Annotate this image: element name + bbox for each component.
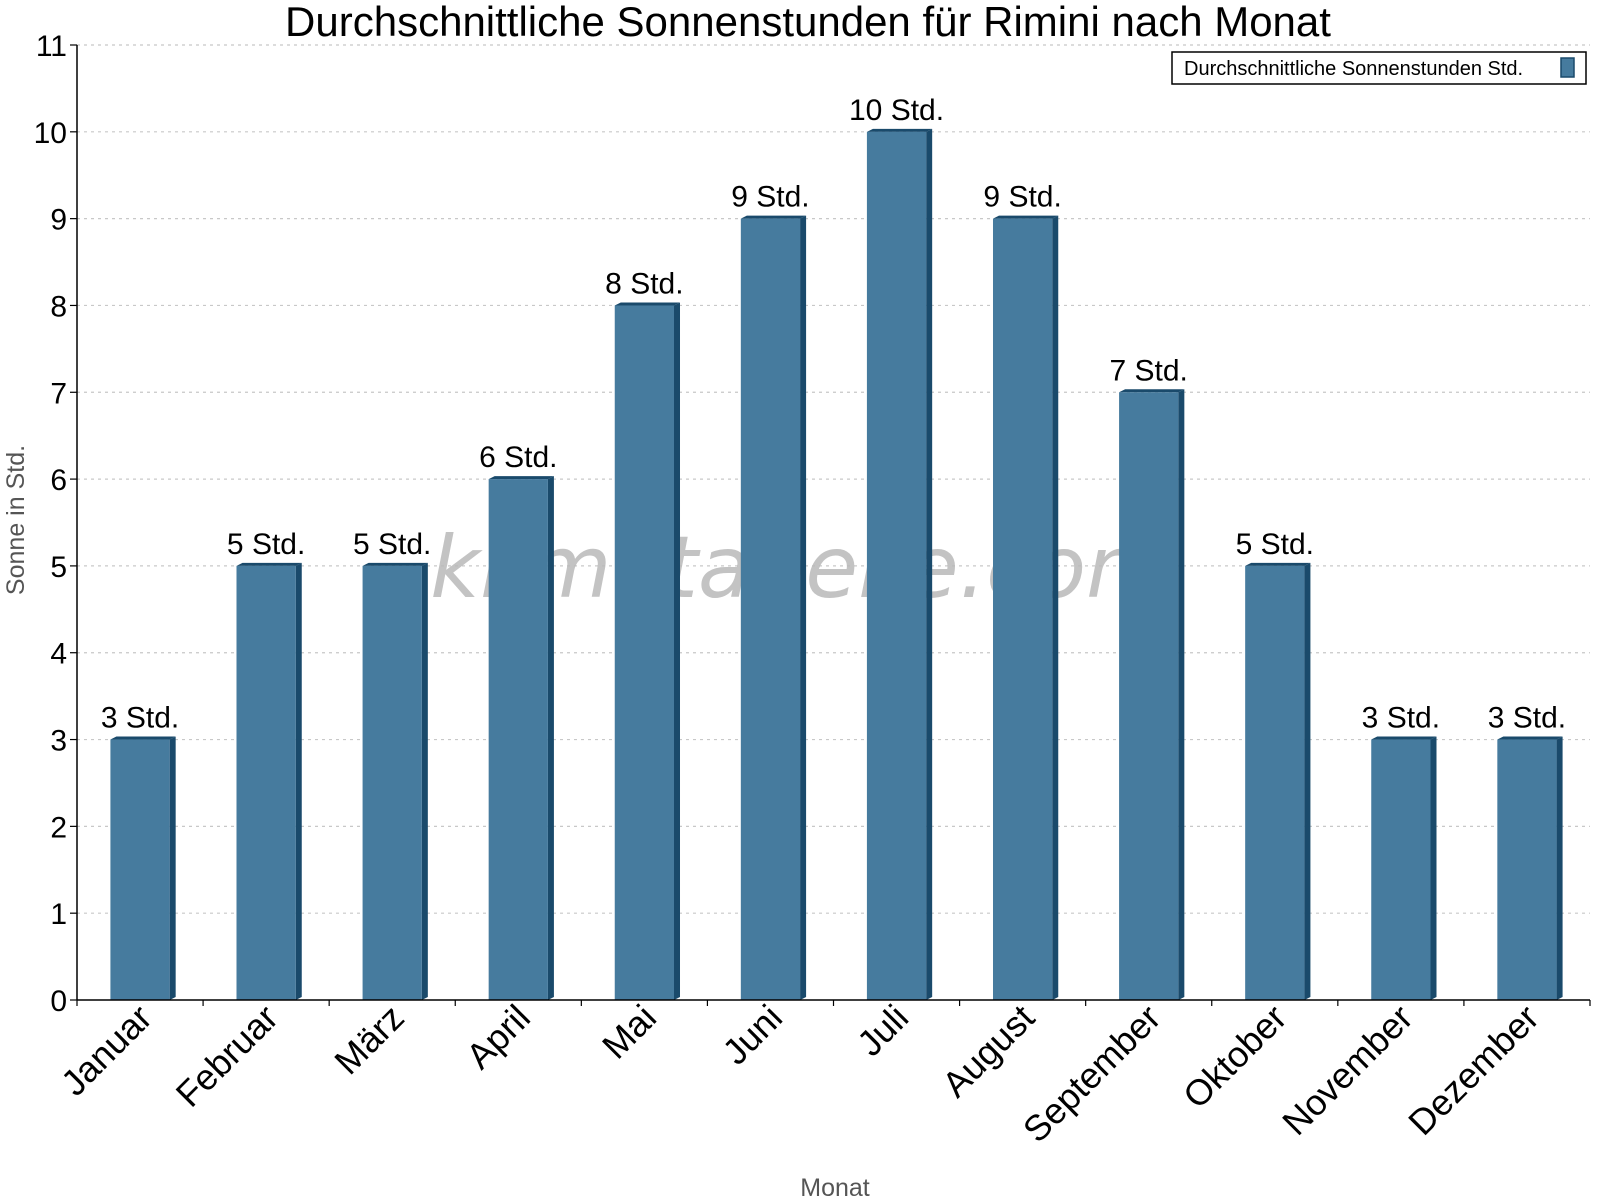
bar-top [1119, 389, 1185, 393]
data-label: 3 Std. [1362, 702, 1440, 735]
grid-lines [77, 44, 1590, 914]
y-tick-label: 8 [50, 290, 67, 323]
x-tick-label: April [458, 997, 538, 1077]
bar [110, 739, 170, 1000]
bar [488, 479, 548, 1000]
bar-side [547, 476, 554, 1000]
data-labels: 3 Std. 5 Std. 5 Std. 6 Std. 8 Std. 9 Std. 10 S… [101, 94, 1566, 735]
x-tick-label: Dezember [1400, 997, 1546, 1143]
bar-side [674, 302, 681, 1000]
y-tick-label: 2 [50, 811, 67, 844]
data-label: 10 Std. [849, 94, 944, 127]
legend-label: Durchschnittliche Sonnenstunden Std. [1184, 58, 1523, 80]
x-tick-label: November [1274, 997, 1420, 1143]
data-label: 5 Std. [227, 528, 305, 561]
bar-top [866, 128, 933, 132]
x-tick-label: März [326, 997, 412, 1083]
bar-side [1556, 736, 1563, 1000]
bar-side [1304, 562, 1311, 1000]
x-tick-label: Januar [53, 997, 160, 1104]
x-tick-label: September [1015, 997, 1169, 1151]
bar [1497, 739, 1557, 1000]
bar-top [362, 562, 428, 566]
bar-top [614, 302, 681, 306]
x-tick-label: Oktober [1175, 997, 1295, 1117]
bar [866, 131, 927, 1000]
bar-top [488, 476, 554, 480]
x-tick-label: Juni [714, 997, 790, 1073]
y-tick-label: 4 [50, 638, 67, 671]
data-label: 9 Std. [983, 181, 1061, 214]
data-label: 3 Std. [101, 702, 179, 735]
legend: Durchschnittliche Sonnenstunden Std. [1171, 51, 1587, 85]
bar-side [1052, 215, 1059, 1001]
y-tick-label: 10 [34, 117, 67, 150]
legend-box [1171, 51, 1587, 85]
y-tick-label: 9 [50, 204, 67, 237]
chart-title: Durchschnittliche Sonnenstunden für Rimi… [285, 0, 1331, 45]
y-tick-label: 6 [50, 464, 67, 497]
y-tick-label: 5 [50, 551, 67, 584]
bar-side [1430, 736, 1437, 1000]
bar-top [992, 215, 1059, 219]
x-axis-label: Monat [800, 1174, 870, 1200]
y-tick-label: 1 [50, 898, 67, 931]
bar-side [1178, 389, 1185, 1001]
bar-top [1497, 736, 1563, 740]
x-tick-label: Mai [594, 997, 664, 1067]
data-label: 3 Std. [1488, 702, 1566, 735]
bar [614, 305, 675, 1000]
legend-swatch [1560, 57, 1575, 78]
bar [236, 565, 296, 1000]
bar [362, 565, 422, 1000]
x-tick-label: Februar [168, 997, 286, 1115]
data-label: 7 Std. [1110, 354, 1188, 387]
bar [1371, 739, 1431, 1000]
bar [992, 218, 1053, 1001]
bar-top [740, 215, 807, 219]
data-label: 9 Std. [731, 181, 809, 214]
bar-side [169, 736, 176, 1000]
data-label: 8 Std. [605, 267, 683, 300]
y-tick-label: 0 [50, 985, 67, 1018]
bar-top [236, 562, 302, 566]
y-tick-label: 7 [50, 377, 67, 410]
x-tick-label: August [934, 997, 1042, 1105]
bar [1119, 392, 1179, 1001]
y-tick-label: 11 [36, 30, 67, 63]
y-axis-label: Sonne in Std. [2, 445, 30, 595]
y-tick-label: 3 [50, 725, 67, 758]
bar [1245, 565, 1305, 1000]
bar-top [1245, 562, 1311, 566]
bar-side [926, 128, 933, 1000]
bar-side [421, 562, 428, 1000]
data-label: 6 Std. [479, 441, 557, 474]
bar-top [110, 736, 176, 740]
bar [740, 218, 801, 1001]
data-label: 5 Std. [353, 528, 431, 561]
bars [110, 128, 1563, 1001]
bar-top [1371, 736, 1437, 740]
x-tick-label: Juli [849, 997, 916, 1064]
data-label: 5 Std. [1236, 528, 1314, 561]
bar-side [800, 215, 807, 1001]
bar-side [295, 562, 302, 1000]
